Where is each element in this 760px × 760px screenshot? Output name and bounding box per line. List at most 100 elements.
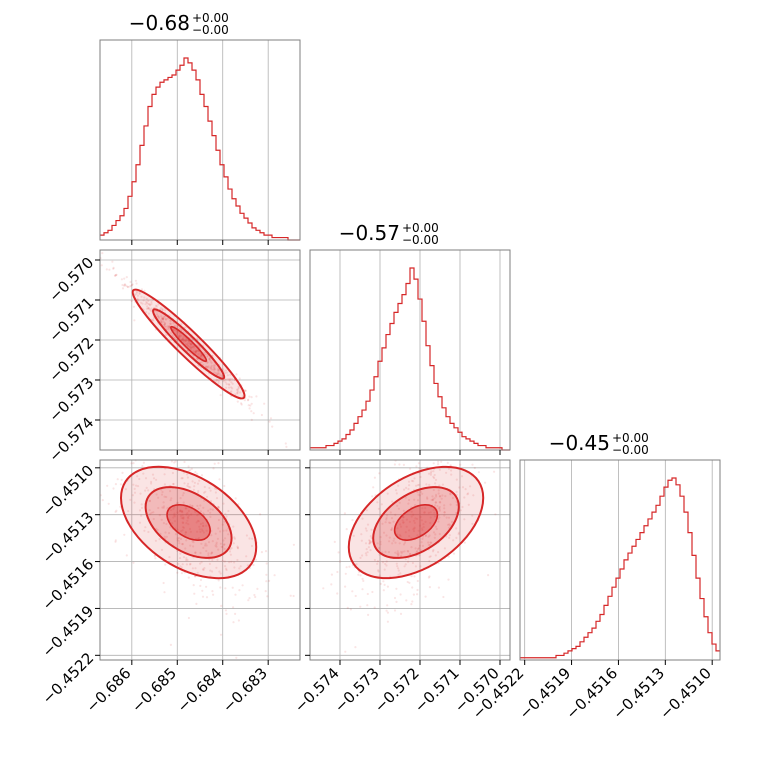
scatter-point <box>236 390 239 393</box>
scatter-point <box>231 586 234 589</box>
scatter-point <box>223 371 227 375</box>
scatter-point <box>385 609 388 612</box>
scatter-point <box>429 521 432 525</box>
scatter-point <box>449 493 452 496</box>
grid-panel-0-0 <box>131 40 269 240</box>
scatter-point <box>126 285 130 289</box>
scatter-point <box>123 284 126 287</box>
scatter-point <box>163 535 166 538</box>
scatter-point <box>395 587 398 590</box>
scatter-point <box>336 570 339 574</box>
scatter-point <box>450 520 454 524</box>
scatter-point <box>205 544 208 547</box>
scatter-point <box>231 378 234 381</box>
scatter-point <box>194 551 197 555</box>
scatter-point <box>461 486 465 489</box>
scatter-point <box>224 587 227 590</box>
scatter-point <box>196 337 199 340</box>
scatter-point <box>197 507 200 510</box>
scatter-point <box>431 498 434 502</box>
scatter-point <box>187 517 190 520</box>
scatter-point <box>192 350 195 353</box>
scatter-point <box>467 503 470 506</box>
scatter-point <box>467 492 470 495</box>
scatter-point <box>203 499 206 502</box>
scatter-point <box>378 472 381 475</box>
scatter-point <box>410 515 413 518</box>
scatter-point <box>181 337 184 340</box>
scatter-point <box>168 532 171 535</box>
scatter-point <box>144 526 147 529</box>
scatter-point <box>235 373 238 376</box>
scatter-point <box>223 520 226 523</box>
scatter-point <box>438 505 441 509</box>
scatter-point <box>244 389 247 392</box>
scatter-point <box>191 504 194 507</box>
scatter-point <box>420 519 423 522</box>
scatter-point <box>143 289 146 292</box>
scatter-point <box>143 296 146 299</box>
scatter-point <box>438 532 441 536</box>
scatter-point <box>185 559 188 562</box>
scatter-point <box>247 404 250 407</box>
scatter-point <box>133 319 136 322</box>
scatter-point <box>437 460 440 463</box>
scatter-point <box>203 491 206 494</box>
scatter-point <box>418 544 421 547</box>
scatter-point <box>184 531 187 534</box>
scatter-point <box>170 331 173 334</box>
scatter-point <box>249 404 252 407</box>
scatter-point <box>351 519 354 522</box>
scatter-point <box>432 531 436 534</box>
scatter-point <box>388 521 391 524</box>
scatter-point <box>217 505 220 508</box>
scatter-point <box>163 483 166 486</box>
scatter-point <box>227 533 230 536</box>
scatter-point <box>413 498 416 501</box>
scatter-point <box>210 551 213 554</box>
scatter-point <box>147 299 150 302</box>
scatter-point <box>180 510 183 513</box>
scatter-point <box>424 534 427 538</box>
scatter-point <box>159 308 162 311</box>
scatter-point <box>148 303 151 306</box>
scatter-point <box>181 494 184 497</box>
x-tick-label: −0.4510 <box>656 664 715 723</box>
scatter-point <box>213 366 216 370</box>
scatter-point <box>132 305 135 308</box>
scatter-point <box>435 527 438 531</box>
scatter-point <box>378 574 381 577</box>
scatter-point <box>423 511 426 514</box>
scatter-point <box>455 478 458 481</box>
scatter-point <box>427 535 430 538</box>
scatter-point <box>163 325 166 328</box>
scatter-point <box>159 306 163 309</box>
scatter-point <box>154 557 157 560</box>
scatter-point <box>149 308 152 311</box>
scatter-point <box>210 361 213 364</box>
scatter-point <box>393 537 396 540</box>
scatter-point <box>200 354 204 357</box>
scatter-point <box>217 380 220 383</box>
joint-frame-0-2 <box>99 459 301 661</box>
scatter-point <box>416 550 419 553</box>
scatter-point <box>390 517 394 520</box>
scatter-point <box>421 492 424 495</box>
scatter-point <box>114 539 117 542</box>
scatter-point <box>432 549 435 552</box>
scatter-point <box>202 568 205 571</box>
scatter-point <box>367 613 370 617</box>
scatter-point <box>188 527 192 531</box>
scatter-point <box>443 504 446 507</box>
scatter-point <box>175 330 178 333</box>
scatter-point <box>196 357 199 360</box>
scatter-point <box>176 324 179 328</box>
scatter-point <box>355 563 358 566</box>
scatter-point <box>131 283 134 286</box>
scatter-point <box>221 545 224 549</box>
scatter-point <box>380 503 383 506</box>
scatter-point <box>230 390 233 393</box>
scatter-point <box>217 506 220 509</box>
scatter-point <box>207 509 210 512</box>
scatter-point <box>182 501 185 504</box>
